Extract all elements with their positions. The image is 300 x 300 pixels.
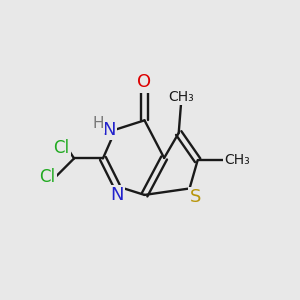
Text: CH₃: CH₃ (224, 153, 250, 167)
Text: S: S (190, 188, 201, 206)
Text: Cl: Cl (53, 139, 69, 157)
Text: N: N (110, 186, 124, 204)
Text: N: N (102, 121, 116, 139)
Text: CH₃: CH₃ (168, 90, 194, 104)
Text: O: O (137, 74, 152, 92)
Text: Cl: Cl (40, 168, 56, 186)
Text: H: H (92, 116, 103, 131)
